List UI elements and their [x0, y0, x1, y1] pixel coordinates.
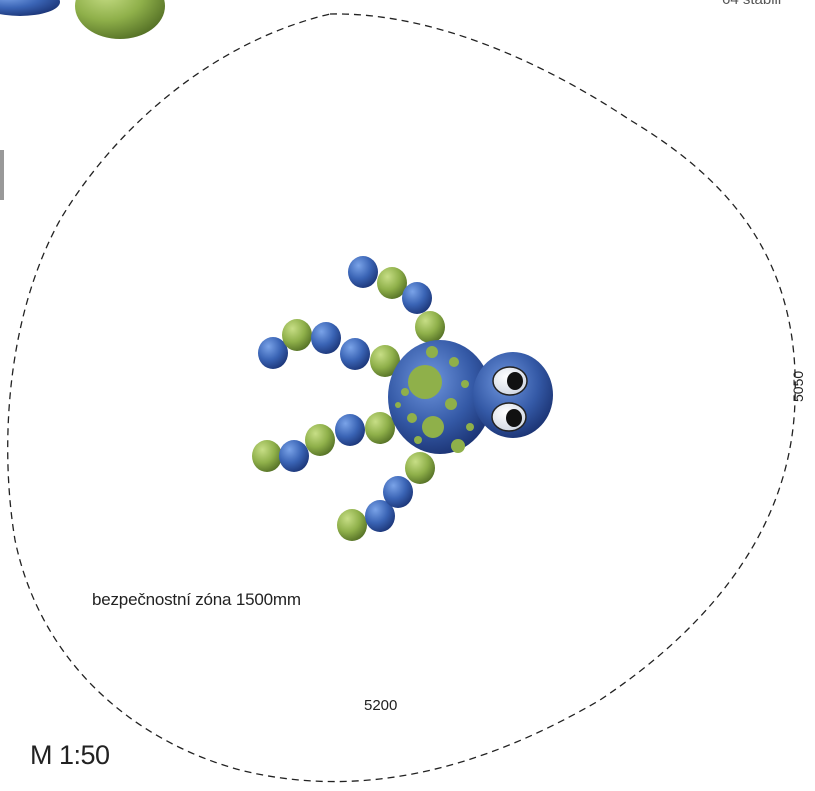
scale-label: M 1:50: [30, 740, 110, 770]
octopus-head: [473, 352, 553, 438]
safety-zone-outline: [7, 13, 796, 783]
octopus-body: [388, 340, 492, 454]
corner-text: 64 stabili: [722, 0, 781, 8]
corner-partial-object: [0, 0, 165, 200]
width-dimension: 5200: [364, 697, 398, 714]
height-dimension: 5050: [790, 370, 806, 402]
safety-zone-label: bezpečnostní zóna 1500mm: [92, 590, 301, 609]
octopus-legs: [252, 256, 445, 541]
